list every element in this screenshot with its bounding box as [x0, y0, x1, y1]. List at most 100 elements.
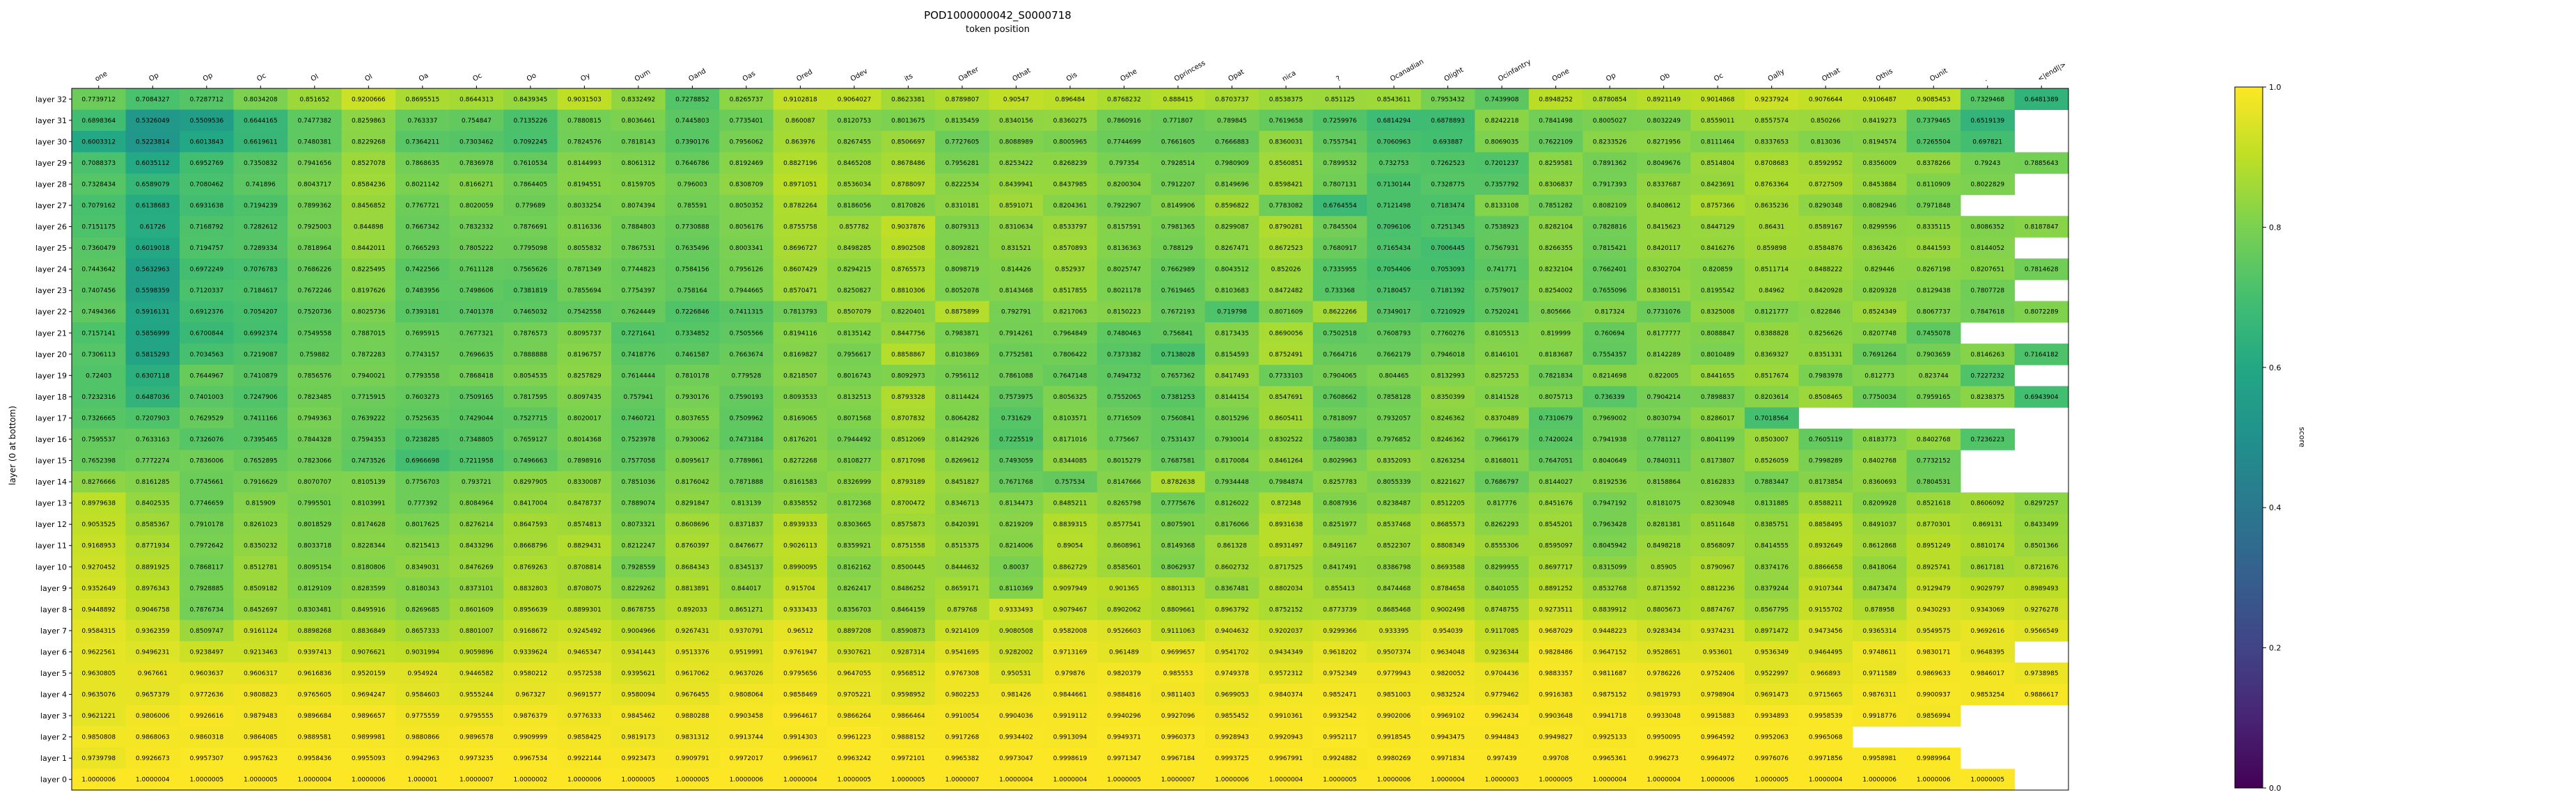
cell-value-label: 0.7088373	[81, 160, 116, 167]
cell-value-label: 0.8064282	[945, 415, 980, 422]
heatmap-cell	[125, 535, 180, 557]
heatmap-cell	[1636, 577, 1691, 599]
cell-value-label: 0.8349031	[406, 564, 440, 571]
cell-value-label: 0.6619611	[244, 139, 278, 145]
heatmap-cell	[1312, 258, 1367, 281]
heatmap-cell	[827, 556, 882, 578]
cell-value-label: 0.7956126	[730, 267, 764, 274]
heatmap-cell	[1528, 173, 1583, 196]
heatmap-cell	[1420, 535, 1475, 557]
heatmap-cell	[1043, 428, 1098, 450]
heatmap-cell	[665, 599, 720, 621]
cell-value-label: 0.9536349	[1754, 649, 1789, 656]
cell-value-label: 0.9918545	[1377, 734, 1411, 741]
heatmap-cell	[1204, 450, 1259, 472]
heatmap-cell	[503, 556, 558, 578]
cell-value-label: 0.8464159	[891, 606, 925, 613]
heatmap-cell	[503, 152, 558, 174]
cell-value-label: 0.9910361	[1269, 713, 1303, 720]
cell-value-label: 0.7891362	[1593, 160, 1627, 167]
heatmap-cell	[827, 216, 882, 238]
y-tick-label: layer 27	[36, 201, 67, 210]
y-tick-label: layer 24	[36, 265, 67, 274]
cell-value-label: 0.8696727	[783, 245, 817, 252]
cell-value-label: 0.6487036	[136, 394, 170, 401]
cell-value-label: 0.9582008	[1053, 628, 1087, 635]
cell-value-label: 0.7851282	[1539, 203, 1573, 210]
cell-value-label: 0.8439345	[514, 96, 548, 103]
heatmap-cell	[72, 216, 127, 238]
cell-value-label: 0.7084327	[136, 96, 170, 103]
cell-value-label: 0.8420928	[1809, 287, 1843, 294]
cell-value-label: 0.8144027	[1539, 479, 1573, 486]
heatmap-cell	[1528, 258, 1583, 281]
cell-value-label: 0.8437985	[1053, 181, 1087, 188]
heatmap-cell	[288, 343, 343, 365]
cell-value-label: 0.9883357	[1539, 670, 1573, 677]
cell-value-label: 0.7282612	[244, 224, 278, 231]
heatmap-cell	[1367, 365, 1422, 387]
cell-value-label: 0.8203614	[1754, 394, 1789, 401]
heatmap-cell	[341, 407, 396, 429]
cell-value-label: 0.7743157	[406, 352, 440, 358]
cell-value-label: 0.8200304	[1107, 181, 1141, 188]
cell-value-label: 0.792791	[1001, 309, 1031, 316]
heatmap-cell	[935, 258, 990, 281]
heatmap-cell	[665, 513, 720, 535]
heatmap-cell	[1528, 131, 1583, 153]
cell-value-label: 0.822005	[1649, 372, 1679, 379]
cell-value-label: 0.8369327	[1754, 352, 1789, 358]
heatmap-cell	[1475, 301, 1530, 323]
cell-value-label: 0.7947192	[1593, 500, 1627, 507]
heatmap-cell	[449, 513, 504, 535]
cell-value-label: 0.8990095	[783, 564, 817, 571]
cell-value-label: 0.9715665	[1809, 692, 1843, 699]
cell-value-label: 0.8574813	[567, 521, 602, 528]
cell-value-label: 0.7959165	[1917, 394, 1951, 401]
heatmap-cell	[125, 88, 180, 111]
heatmap-cell	[1312, 194, 1367, 216]
cell-value-label: 0.7151175	[81, 224, 116, 231]
cell-value-label: 0.9950095	[1647, 734, 1681, 741]
heatmap-cell	[1259, 109, 1314, 132]
cell-value-label: 0.7832332	[460, 224, 494, 231]
cell-value-label: 1.0000005	[838, 777, 872, 784]
heatmap-cell	[827, 258, 882, 281]
heatmap-cell	[989, 599, 1044, 621]
heatmap-cell	[1259, 556, 1314, 578]
cell-value-label: 0.9914303	[783, 734, 817, 741]
heatmap-cell	[1259, 194, 1314, 216]
heatmap-cell	[125, 577, 180, 599]
heatmap-cell	[2014, 386, 2069, 408]
heatmap-cell	[1204, 407, 1259, 429]
cell-value-label: 0.9616836	[297, 670, 331, 677]
heatmap-cell	[1582, 258, 1638, 281]
cell-value-label: 0.7265504	[1917, 139, 1951, 145]
cell-value-label: 0.8168011	[1485, 458, 1519, 465]
heatmap-cell	[1744, 279, 1799, 301]
heatmap-cell	[288, 109, 343, 132]
heatmap-cell	[1798, 131, 1853, 153]
heatmap-cell	[1312, 152, 1367, 174]
cell-value-label: 0.8103869	[945, 352, 980, 358]
cell-value-label: 0.7840311	[1647, 458, 1681, 465]
heatmap-cell	[1043, 109, 1098, 132]
cell-value-label: 0.8485211	[1053, 500, 1087, 507]
heatmap-cell	[665, 237, 720, 259]
cell-value-label: 0.851125	[1325, 96, 1355, 103]
heatmap-cell	[288, 577, 343, 599]
cell-value-label: 0.6966698	[406, 458, 440, 465]
cell-value-label: 0.9932542	[1323, 713, 1357, 720]
cell-value-label: 0.7611128	[460, 267, 494, 274]
cell-value-label: 0.8559011	[1701, 118, 1735, 125]
cell-value-label: 0.7443642	[81, 267, 116, 274]
heatmap-cell	[1690, 109, 1745, 132]
heatmap-cell	[719, 237, 774, 259]
cell-value-label: 0.6035112	[136, 160, 170, 167]
heatmap-cell	[1043, 577, 1098, 599]
cell-value-label: 0.9767308	[945, 670, 980, 677]
cell-value-label: 0.831521	[1001, 245, 1031, 252]
cell-value-label: 0.6481389	[2025, 96, 2059, 103]
heatmap-cell	[1043, 599, 1098, 621]
cell-value-label: 0.9899981	[352, 734, 386, 741]
